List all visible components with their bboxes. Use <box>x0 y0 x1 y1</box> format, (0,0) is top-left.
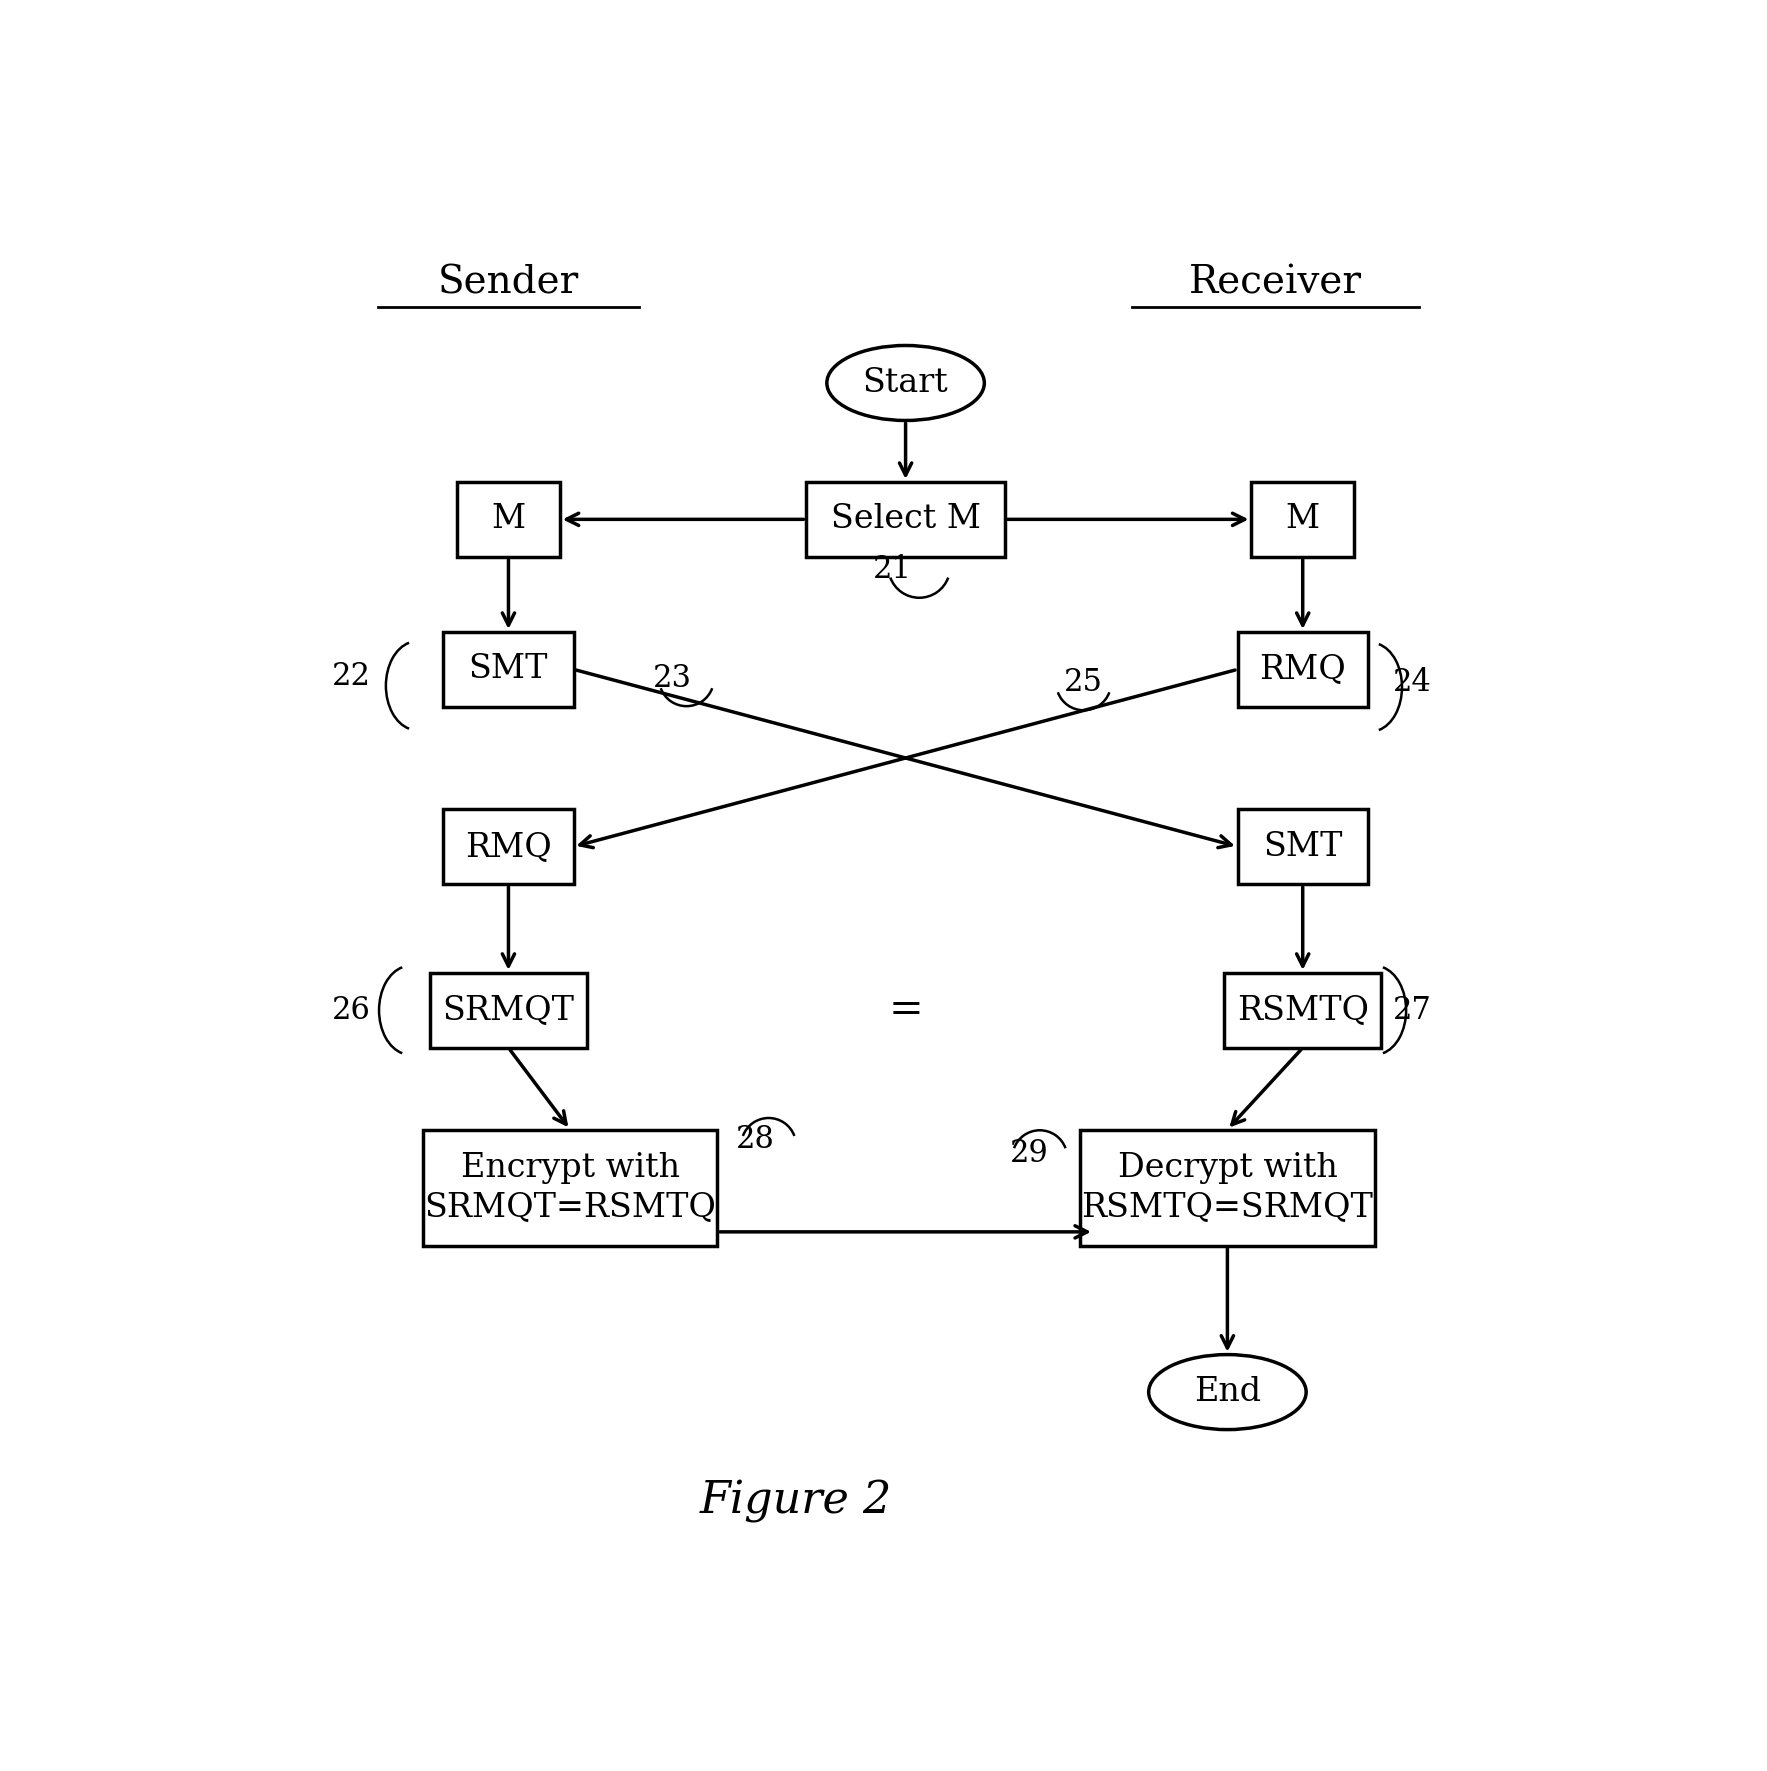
Text: Start: Start <box>862 367 949 398</box>
Bar <box>444 632 574 707</box>
Text: 21: 21 <box>873 554 912 584</box>
Text: 27: 27 <box>1392 995 1431 1025</box>
Text: 24: 24 <box>1392 668 1431 698</box>
Text: SRMQT: SRMQT <box>442 994 574 1025</box>
Bar <box>1251 482 1354 556</box>
Text: End: End <box>1194 1376 1262 1408</box>
Bar <box>1080 1130 1375 1245</box>
Bar <box>422 1130 717 1245</box>
Text: Sender: Sender <box>438 264 580 301</box>
Text: Decrypt with
RSMTQ=SRMQT: Decrypt with RSMTQ=SRMQT <box>1081 1151 1373 1224</box>
Bar <box>806 482 1005 556</box>
Text: 26: 26 <box>332 995 371 1025</box>
Text: 23: 23 <box>654 664 693 694</box>
Text: Select M: Select M <box>830 503 981 535</box>
Text: =: = <box>889 990 922 1031</box>
Text: SMT: SMT <box>468 653 548 685</box>
Text: RMQ: RMQ <box>465 831 551 862</box>
Bar <box>1237 632 1368 707</box>
Text: Encrypt with
SRMQT=RSMTQ: Encrypt with SRMQT=RSMTQ <box>424 1151 716 1224</box>
Text: Receiver: Receiver <box>1189 264 1362 301</box>
Text: M: M <box>491 503 525 535</box>
Bar <box>444 809 574 884</box>
Bar <box>458 482 560 556</box>
Text: Figure 2: Figure 2 <box>700 1479 892 1523</box>
Text: RSMTQ: RSMTQ <box>1237 994 1369 1025</box>
Bar <box>1225 972 1382 1048</box>
Text: 28: 28 <box>735 1125 774 1155</box>
Text: RMQ: RMQ <box>1260 653 1346 685</box>
Text: 25: 25 <box>1064 668 1103 698</box>
Text: 29: 29 <box>1009 1139 1048 1169</box>
Bar <box>429 972 587 1048</box>
Text: SMT: SMT <box>1263 831 1343 862</box>
Text: M: M <box>1286 503 1320 535</box>
Bar <box>1237 809 1368 884</box>
Text: 22: 22 <box>332 661 371 692</box>
